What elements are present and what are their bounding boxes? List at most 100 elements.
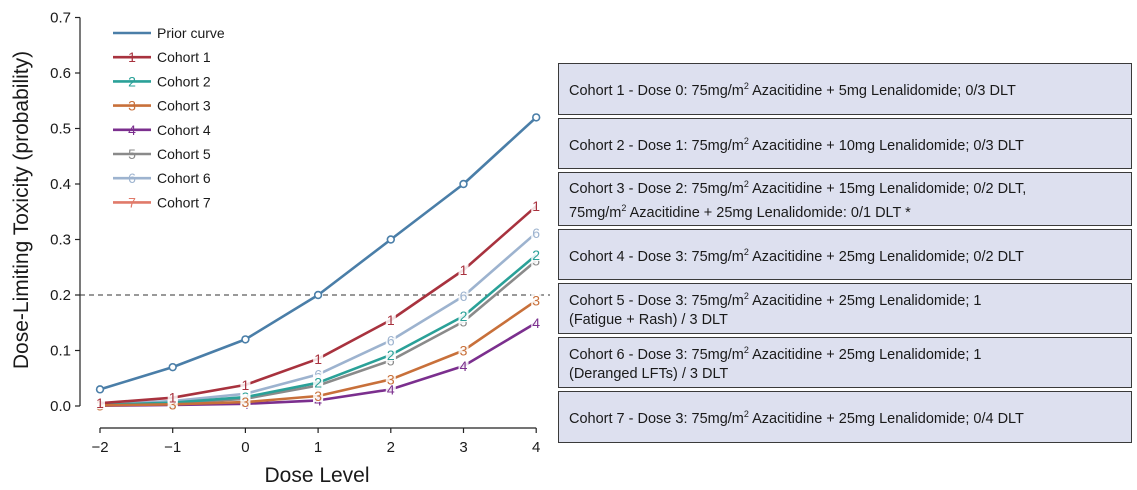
x-tick-label: −2 xyxy=(91,439,108,456)
cohort-text-part: Azacitidine + 10mg Lenalidomide; 0/3 DLT xyxy=(748,137,1024,154)
legend-marker: 1 xyxy=(128,49,136,65)
legend-item: 5 Cohort 5 xyxy=(113,146,211,162)
data-point xyxy=(241,335,250,344)
data-point: 1 xyxy=(169,390,177,406)
legend-item: 1 Cohort 1 xyxy=(113,49,211,65)
cohort-text-part: 2 xyxy=(743,81,749,92)
legend: Prior curve 1 Cohort 1 2 Cohort 2 3 Cohort 3 4 C… xyxy=(113,25,225,210)
data-point-bg xyxy=(458,262,469,277)
x-axis-title: Dose Level xyxy=(264,464,369,487)
x-tick-label: 3 xyxy=(459,439,467,456)
data-point: 3 xyxy=(242,394,250,410)
legend-label: Cohort 6 xyxy=(157,170,211,186)
legend-label: Cohort 5 xyxy=(157,146,211,162)
cohort-text-part: (Deranged LFTs) / 3 DLT xyxy=(569,365,729,382)
y-tick-label: 0.4 xyxy=(50,176,71,193)
legend-label: Cohort 3 xyxy=(157,98,211,114)
series-prior-curve xyxy=(95,113,541,394)
legend-marker: 7 xyxy=(128,194,136,210)
cohort-text-part: Azacitidine + 5mg Lenalidomide; 0/3 DLT xyxy=(748,82,1016,99)
cohort-text: Cohort 7 - Dose 3: 75mg/m2 Azacitidine +… xyxy=(569,405,1024,429)
cohort-row: Cohort 4 - Dose 3: 75mg/m2 Azacitidine +… xyxy=(558,229,1132,280)
series-cohort-1: 1 1 1 1 1 1 1 xyxy=(95,198,542,411)
cohort-text-part: 2 xyxy=(743,246,749,257)
cohort-text-part: 2 xyxy=(743,409,749,420)
data-point: 2 xyxy=(460,308,468,324)
x-tick-label: 2 xyxy=(387,439,395,456)
legend-marker: 5 xyxy=(128,146,136,162)
cohort-row: Cohort 7 - Dose 3: 75mg/m2 Azacitidine +… xyxy=(558,391,1132,443)
cohort-text-part: (Fatigue + Rash) / 3 DLT xyxy=(569,311,728,328)
cohort-text-part: Cohort 4 - Dose 3: 75mg/m xyxy=(569,248,744,265)
legend-label: Cohort 2 xyxy=(157,73,211,89)
cohort-text-part: Azacitidine + 25mg Lenalidomide: 0/1 DLT… xyxy=(626,204,911,221)
cohort-text-part: Cohort 5 - Dose 3: 75mg/m xyxy=(569,292,744,309)
cohort-text: Cohort 5 - Dose 3: 75mg/m2 Azacitidine +… xyxy=(569,287,981,330)
data-point: 4 xyxy=(387,381,395,397)
x-tick-label: 4 xyxy=(532,439,540,456)
legend-label: Prior curve xyxy=(157,25,225,41)
cohort-text: Cohort 3 - Dose 2: 75mg/m2 Azacitidine +… xyxy=(569,175,1026,223)
cohort-row: Cohort 2 - Dose 1: 75mg/m2 Azacitidine +… xyxy=(558,118,1132,169)
legend-marker: 4 xyxy=(128,122,136,138)
y-axis-title: Dose-Limiting Toxicity (probability) xyxy=(10,51,33,369)
legend-label: Cohort 7 xyxy=(157,194,211,210)
data-point: 2 xyxy=(387,347,395,363)
cohort-text-part: 2 xyxy=(743,291,749,302)
data-point: 1 xyxy=(387,312,395,328)
x-tick-label: 1 xyxy=(314,439,322,456)
cohort-text-part: Cohort 2 - Dose 1: 75mg/m xyxy=(569,137,744,154)
cohort-text-part: 2 xyxy=(743,135,749,146)
data-point-bg xyxy=(458,342,469,357)
legend-marker: 2 xyxy=(128,73,136,89)
data-point: 6 xyxy=(387,333,395,349)
y-tick-label: 0.6 xyxy=(50,65,71,82)
y-tick-label: 0.3 xyxy=(50,232,71,249)
legend-marker: 3 xyxy=(128,98,136,114)
cohort-row: Cohort 3 - Dose 2: 75mg/m2 Azacitidine +… xyxy=(558,172,1132,226)
series-group: 4444444666666655555552222222333333311111… xyxy=(95,113,542,414)
data-point-bg xyxy=(313,366,324,381)
data-point-bg xyxy=(385,381,396,396)
cohort-text-part: Azacitidine + 25mg Lenalidomide; 0/4 DLT xyxy=(748,410,1024,427)
axes: −2 −1 0 1 2 3 40.00.10.20.30.40.50.60.7 xyxy=(50,10,540,457)
cohort-text-part: Cohort 7 - Dose 3: 75mg/m xyxy=(569,410,744,427)
cohort-text-part: Azacitidine + 25mg Lenalidomide; 1 xyxy=(748,346,982,363)
legend-item: Prior curve xyxy=(113,25,225,41)
data-point xyxy=(459,179,468,189)
data-point-bg xyxy=(95,395,105,410)
data-point-bg xyxy=(167,389,178,404)
data-point: 3 xyxy=(532,293,540,309)
data-point: 4 xyxy=(532,315,540,331)
cohort-row: Cohort 1 - Dose 0: 75mg/m2 Azacitidine +… xyxy=(558,63,1132,115)
cohort-text-part: Cohort 6 - Dose 3: 75mg/m xyxy=(569,346,744,363)
cohort-text-part: 2 xyxy=(743,345,749,356)
data-point-bg xyxy=(385,346,396,361)
data-point: 2 xyxy=(532,247,540,263)
data-point: 3 xyxy=(460,343,468,359)
legend-label: Cohort 4 xyxy=(157,122,211,138)
data-point-bg xyxy=(385,332,396,347)
y-tick-label: 0.0 xyxy=(50,398,71,415)
data-point: 1 xyxy=(314,351,322,367)
cohort-text-part: Cohort 1 - Dose 0: 75mg/m xyxy=(569,82,744,99)
legend-item: 4 Cohort 4 xyxy=(113,122,211,138)
data-point-bg xyxy=(531,224,542,239)
y-tick-label: 0.2 xyxy=(50,287,71,304)
cohort-text-part: Azacitidine + 25mg Lenalidomide; 1 xyxy=(748,292,982,309)
data-point-bg xyxy=(531,292,542,307)
cohort-text: Cohort 4 - Dose 3: 75mg/m2 Azacitidine +… xyxy=(569,243,1024,267)
cohort-row: Cohort 6 - Dose 3: 75mg/m2 Azacitidine +… xyxy=(558,337,1132,388)
data-point-bg xyxy=(240,394,251,409)
data-point xyxy=(168,362,177,372)
data-point-bg xyxy=(531,247,542,262)
cohort-text-part: Azacitidine + 15mg Lenalidomide; 0/2 DLT… xyxy=(748,181,1027,197)
y-tick-label: 0.1 xyxy=(50,343,71,360)
data-point: 1 xyxy=(460,262,468,278)
data-point: 1 xyxy=(96,395,104,411)
data-point-bg xyxy=(313,350,324,365)
data-point: 6 xyxy=(314,366,322,382)
data-point-bg xyxy=(531,314,542,329)
legend-marker: 6 xyxy=(128,170,136,186)
legend-label: Cohort 1 xyxy=(157,49,211,65)
